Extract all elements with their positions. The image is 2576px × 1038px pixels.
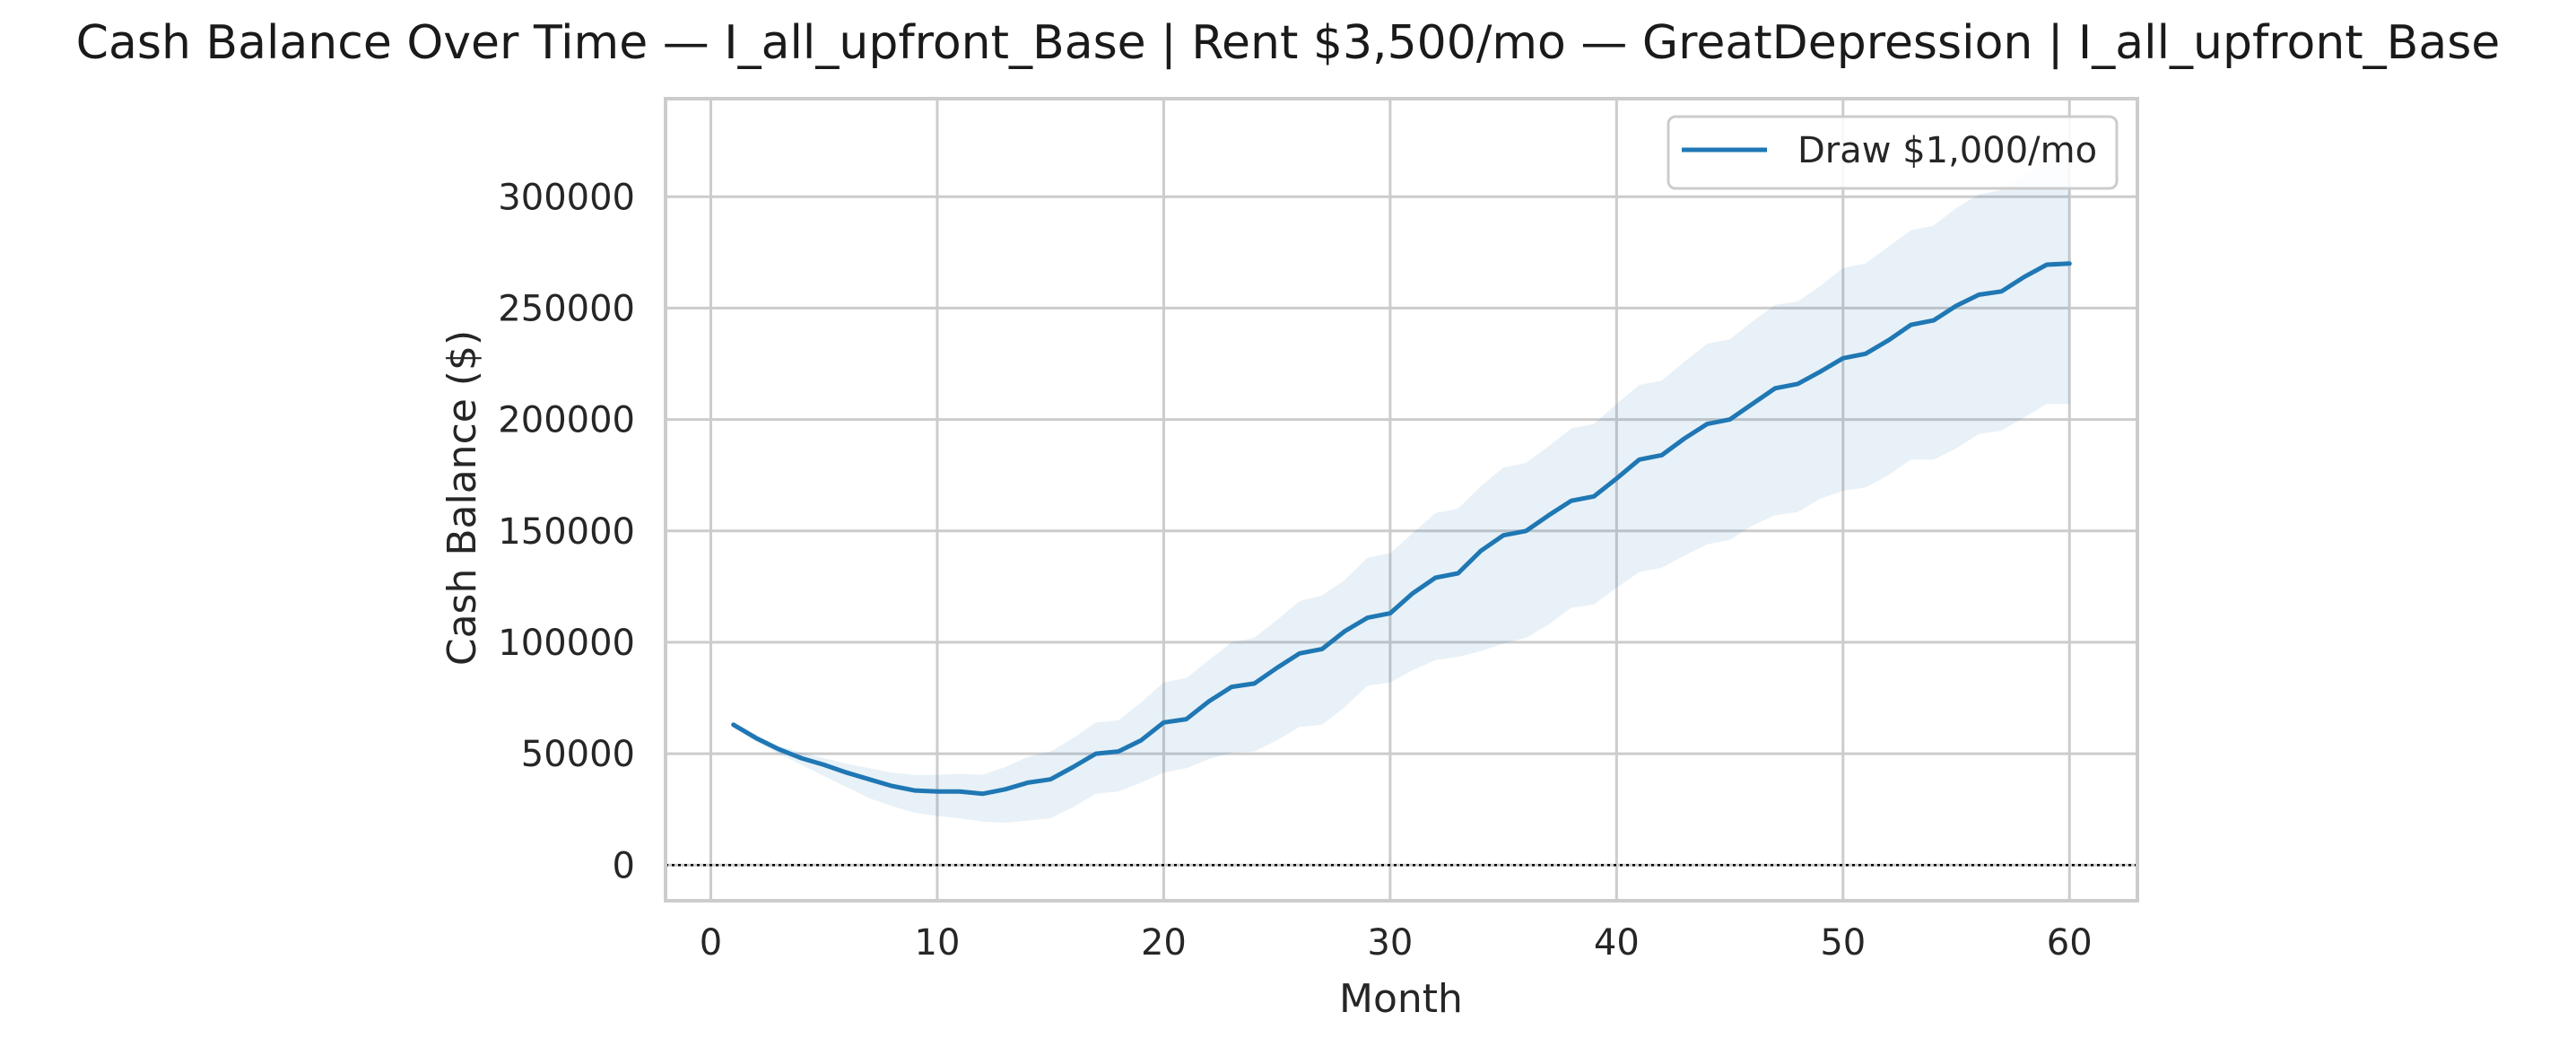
y-tick-label: 200000	[498, 400, 635, 441]
y-tick-label: 50000	[521, 734, 635, 775]
y-tick-label: 150000	[498, 511, 635, 553]
legend: Draw $1,000/mo	[1667, 115, 2119, 190]
x-tick-label: 60	[2047, 922, 2093, 964]
x-tick-label: 10	[915, 922, 961, 964]
confidence-band	[733, 156, 2070, 824]
y-tick-labels: 0 50000 100000 150000 200000 250000 300000	[498, 177, 635, 886]
plot-frame	[664, 97, 2139, 903]
x-tick-label: 50	[1820, 922, 1866, 964]
x-tick-label: 20	[1141, 922, 1187, 964]
series-band	[733, 156, 2070, 824]
y-tick-label: 0	[613, 845, 635, 886]
series-line	[731, 261, 2072, 797]
legend-label: Draw $1,000/mo	[1797, 130, 2097, 171]
x-tick-label: 40	[1594, 922, 1640, 964]
x-tick-label: 30	[1367, 922, 1413, 964]
grid	[666, 99, 2137, 901]
series-lines	[731, 261, 2072, 797]
chart-title: Cash Balance Over Time — I_all_upfront_B…	[76, 16, 2501, 70]
y-axis-label: Cash Balance ($)	[439, 330, 485, 666]
x-axis-label: Month	[1339, 976, 1463, 1022]
x-tick-labels: 0 10 20 30 40 50 60	[700, 922, 2093, 964]
y-tick-label: 300000	[498, 177, 635, 218]
legend-box	[1667, 115, 2119, 190]
y-tick-label: 250000	[498, 288, 635, 329]
y-tick-label: 100000	[498, 623, 635, 664]
x-tick-label: 0	[700, 922, 722, 964]
